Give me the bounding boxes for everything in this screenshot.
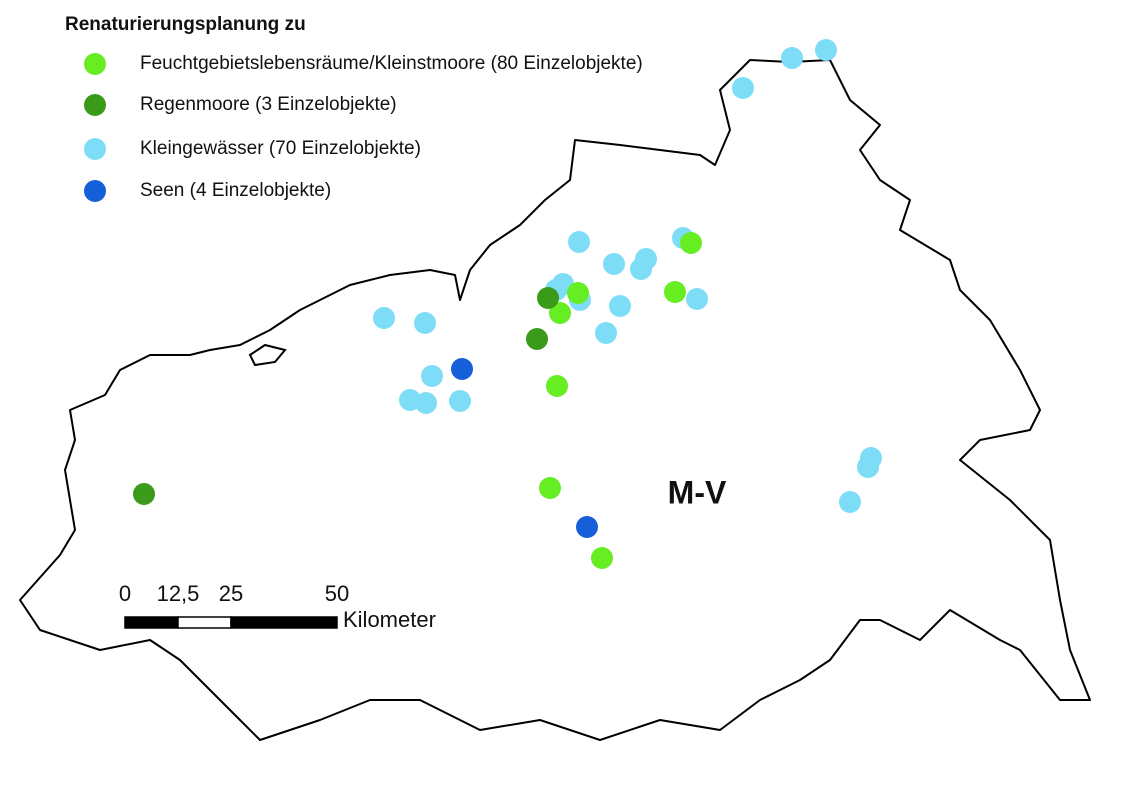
site-marker <box>839 491 861 513</box>
legend-marker <box>84 138 106 160</box>
scale-tick-label: 12,5 <box>157 581 200 606</box>
island-outline <box>248 343 287 367</box>
site-marker <box>415 392 437 414</box>
site-marker <box>568 231 590 253</box>
site-marker <box>576 516 598 538</box>
site-marker <box>421 365 443 387</box>
legend-marker <box>84 53 106 75</box>
site-marker <box>567 282 589 304</box>
site-marker <box>609 295 631 317</box>
site-marker <box>591 547 613 569</box>
site-marker <box>732 77 754 99</box>
site-marker <box>549 302 571 324</box>
site-marker <box>680 232 702 254</box>
site-marker <box>449 390 471 412</box>
site-marker <box>526 328 548 350</box>
site-marker <box>546 375 568 397</box>
scale-segment <box>124 616 179 629</box>
site-marker <box>603 253 625 275</box>
scale-tick-label: 50 <box>325 581 349 606</box>
site-marker <box>537 287 559 309</box>
site-marker <box>451 358 473 380</box>
legend-label: Kleingewässer (70 Einzelobjekte) <box>140 138 421 159</box>
legend-title: Renaturierungsplanung zu <box>65 14 306 35</box>
legend-marker <box>84 94 106 116</box>
scale-segment <box>230 616 338 629</box>
site-marker <box>373 307 395 329</box>
site-marker <box>686 288 708 310</box>
scale-segment <box>177 616 232 629</box>
site-marker <box>133 483 155 505</box>
site-marker <box>539 477 561 499</box>
state-outline <box>19 59 1091 741</box>
site-marker <box>630 258 652 280</box>
site-marker <box>815 39 837 61</box>
site-marker <box>664 281 686 303</box>
site-marker <box>781 47 803 69</box>
site-marker <box>414 312 436 334</box>
legend-label: Feuchtgebietslebensräume/Kleinstmoore (8… <box>140 53 643 74</box>
scale-tick-label: 0 <box>119 581 131 606</box>
scale-tick-label: 25 <box>219 581 243 606</box>
site-marker <box>595 322 617 344</box>
site-marker <box>857 456 879 478</box>
map-label: M-V <box>668 474 727 510</box>
legend-marker <box>84 180 106 202</box>
legend-label: Regenmoore (3 Einzelobjekte) <box>140 94 397 115</box>
scale-unit: Kilometer <box>343 607 436 632</box>
legend-label: Seen (4 Einzelobjekte) <box>140 180 331 201</box>
